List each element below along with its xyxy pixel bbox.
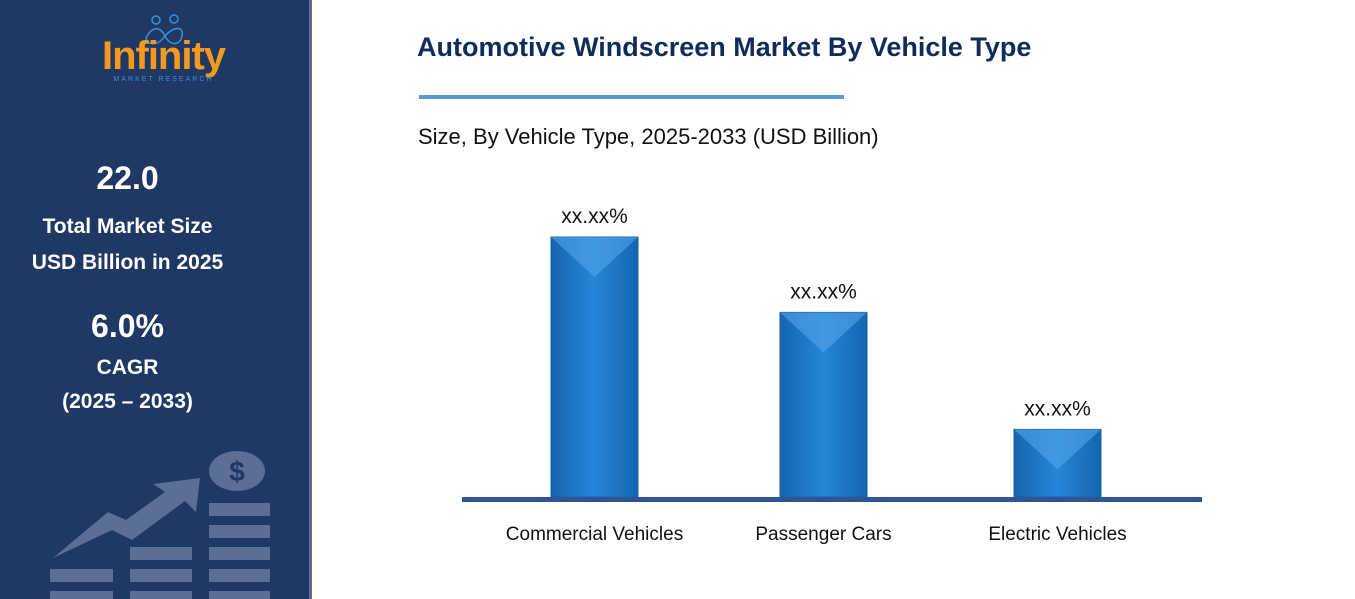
infinity-people-icon bbox=[144, 14, 183, 45]
market-size-label: Total Market Size bbox=[42, 215, 213, 238]
bar-highlight-0 bbox=[551, 237, 638, 277]
growth-chart-dollar-icon: $ bbox=[50, 451, 270, 599]
bar-0 bbox=[550, 236, 639, 498]
data-label-0: xx.xx% bbox=[561, 205, 628, 228]
cagr-value: 6.0% bbox=[91, 308, 164, 344]
logo-tagline: MARKET RESEARCH bbox=[113, 76, 214, 83]
market-size-unit: USD Billion in 2025 bbox=[31, 251, 224, 274]
market-size-value: 22.0 bbox=[96, 160, 159, 196]
x-axis-line bbox=[462, 497, 1202, 502]
chart-title: Automotive Windscreen Market By Vehicle … bbox=[417, 32, 1032, 62]
category-label-1: Passenger Cars bbox=[755, 524, 891, 545]
title-underline bbox=[419, 95, 844, 99]
data-label-1: xx.xx% bbox=[790, 280, 857, 303]
chart-subtitle: Size, By Vehicle Type, 2025-2033 (USD Bi… bbox=[418, 124, 879, 149]
category-label-2: Electric Vehicles bbox=[988, 524, 1126, 545]
sidebar: Infinity MARKET RESEARCH 22.0 Total Mark… bbox=[0, 0, 312, 599]
data-label-2: xx.xx% bbox=[1024, 397, 1091, 420]
cagr-label: CAGR bbox=[96, 356, 159, 379]
cagr-period: (2025 – 2033) bbox=[62, 390, 193, 413]
logo: Infinity MARKET RESEARCH bbox=[96, 14, 231, 83]
bar-highlight-1 bbox=[780, 312, 867, 353]
svg-text:$: $ bbox=[229, 456, 245, 487]
category-label-0: Commercial Vehicles bbox=[506, 524, 683, 545]
logo-wordmark: Infinity bbox=[101, 34, 226, 78]
bar-highlight-2 bbox=[1014, 429, 1101, 470]
